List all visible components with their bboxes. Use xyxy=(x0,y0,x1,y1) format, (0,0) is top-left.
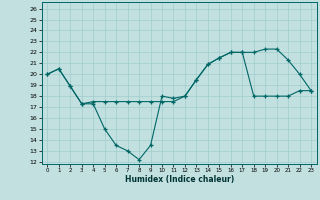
X-axis label: Humidex (Indice chaleur): Humidex (Indice chaleur) xyxy=(124,175,234,184)
